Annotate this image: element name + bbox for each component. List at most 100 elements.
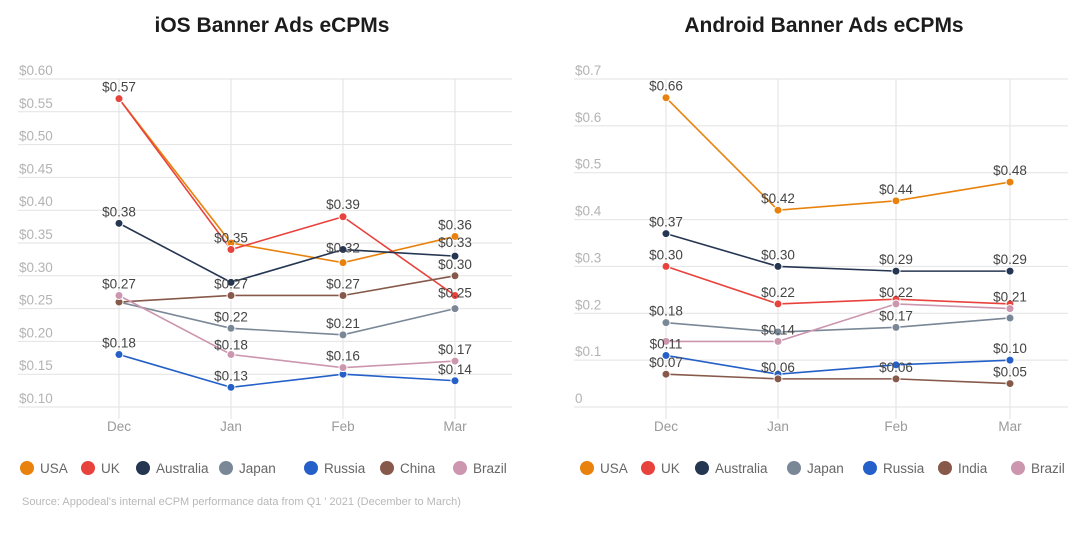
android-data-label-usa: $0.42 [761,191,795,206]
android-x-tick-label: Dec [654,419,678,434]
ios-y-axis: $0.60 $0.55 $0.50 $0.45 $0.40 $0.35 $0.30 $0.25… [19,63,53,406]
android-legend-label-india: India [958,461,988,476]
ios-legend-marker-brazil [453,461,467,475]
ios-legend-label-brazil: Brazil [473,461,507,476]
android-point-brazil [1005,304,1015,314]
ios-data-label-brazil: $0.27 [102,276,136,291]
ios-point-uk [114,94,124,104]
android-series-line-india [665,373,1011,385]
android-point-uk [661,261,671,271]
android-point-australia [891,266,901,276]
android-point-usa [891,196,901,206]
android-data-label-usa: $0.48 [993,163,1027,178]
ios-legend-label-japan: Japan [239,461,276,476]
ios-point-brazil [114,290,124,300]
ios-x-axis: Dec Jan Feb Mar [107,419,467,434]
android-point-usa [661,93,671,103]
android-series-line-usa [665,97,1011,212]
ios-legend-label-australia: Australia [156,461,209,476]
ios-point-brazil [450,356,460,366]
ios-data-label-china: $0.27 [214,276,248,291]
ios-y-tick-label: $0.35 [19,227,53,242]
android-series-line-russia [665,354,1011,376]
android-data-label-japan: $0.18 [649,304,683,319]
android-point-japan [661,318,671,328]
android-point-india [661,369,671,379]
android-series-line-uk [665,265,1011,305]
android-x-tick-label: Mar [998,419,1022,434]
android-data-label-brazil: $0.21 [993,290,1027,305]
ios-legend-marker-china [380,461,394,475]
ios-y-tick-label: $0.25 [19,293,53,308]
ios-series-line-russia [118,353,456,389]
ios-chart: iOS Banner Ads eCPMs $0.60 $0.55 $0.50 $0.4… [18,14,512,476]
ios-series-line-uk [118,98,456,297]
ios-data-label-usa: $0.36 [438,217,472,232]
android-point-brazil [773,336,783,346]
android-data-label-india: $0.06 [879,360,913,375]
ios-point-uk [338,212,348,222]
android-point-russia [661,350,671,360]
android-chart: Android Banner Ads eCPMs $0.7$0.6$0.5$0.… [574,14,1068,476]
android-legend-label-australia: Australia [715,461,768,476]
ios-point-uk [226,245,236,255]
ios-data-label-australia: $0.38 [102,204,136,219]
android-data-label-india: $0.06 [761,360,795,375]
ios-data-label-brazil: $0.18 [214,338,248,353]
android-data-label-usa: $0.44 [879,182,913,197]
ios-data-label-australia: $0.32 [326,241,360,256]
android-data-label-australia: $0.30 [761,247,795,262]
android-series-line-japan [665,317,1011,333]
ios-data-label-uk: $0.39 [326,197,360,212]
ios-point-japan [450,304,460,314]
android-legend: USA UK Australia Japan Russia India Brazil [580,461,1065,476]
ios-data-label-japan: $0.21 [326,316,360,331]
android-legend-label-japan: Japan [807,461,844,476]
ios-point-brazil [338,363,348,373]
android-point-japan [773,327,783,337]
android-legend-marker-japan [787,461,801,475]
ios-data-labels: $0.36 $0.57 $0.35 $0.39 $0.38 $0.32 $0.33 $0.22… [102,80,472,384]
android-data-label-australia: $0.29 [879,252,913,267]
ios-y-tick-label: $0.45 [19,161,53,176]
android-point-australia [1005,266,1015,276]
ios-point-australia [226,277,236,287]
ios-point-russia [450,376,460,386]
ios-legend-marker-australia [136,461,150,475]
ios-y-tick-label: $0.60 [19,63,53,78]
ios-legend-marker-usa [20,461,34,475]
android-point-india [1005,379,1015,389]
android-legend-label-brazil: Brazil [1031,461,1065,476]
ios-y-tick-label: $0.15 [19,358,53,373]
ios-point-japan [338,330,348,340]
android-y-tick-label: $0.1 [575,344,601,359]
android-legend-marker-india [938,461,952,475]
android-y-tick-label: $0.3 [575,250,601,265]
ios-x-tick-label: Feb [331,419,354,434]
ios-legend-marker-uk [81,461,95,475]
android-point-usa [773,205,783,215]
ios-point-brazil [226,350,236,360]
ios-point-usa [450,231,460,241]
android-point-japan [891,322,901,332]
android-point-russia [1005,355,1015,365]
android-legend-label-russia: Russia [883,461,925,476]
android-data-label-brazil: $0.22 [879,285,913,300]
ios-point-japan [226,323,236,333]
android-point-russia [891,360,901,370]
android-series-line-brazil [666,303,1011,343]
android-y-tick-label: $0.5 [575,157,601,172]
ios-data-label-japan: $0.22 [214,309,248,324]
ios-y-tick-label: $0.40 [19,194,53,209]
android-point-australia [661,229,671,239]
android-data-label-russia: $0.10 [993,341,1027,356]
ios-point-russia [226,382,236,392]
android-series-line-australia [665,232,1010,272]
ios-data-label-russia: $0.14 [438,362,472,377]
android-legend-label-uk: UK [661,461,680,476]
android-y-tick-label: $0.7 [575,63,601,78]
android-legend-marker-usa [580,461,594,475]
ios-series [114,94,460,392]
android-point-india [891,374,901,384]
